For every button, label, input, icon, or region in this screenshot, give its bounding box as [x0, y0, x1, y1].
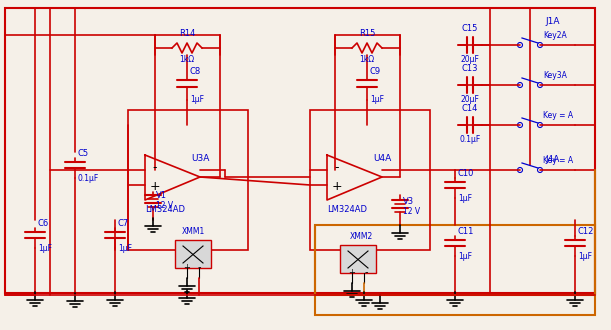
Text: -: -: [197, 262, 201, 272]
Text: +: +: [183, 263, 191, 272]
Text: J4A: J4A: [545, 155, 560, 164]
Text: +: +: [332, 180, 342, 192]
Text: R15: R15: [359, 29, 375, 38]
Text: LM324AD: LM324AD: [145, 205, 185, 214]
Text: -: -: [153, 161, 157, 175]
Text: C8: C8: [190, 67, 201, 76]
Text: Key2A: Key2A: [543, 31, 567, 40]
Text: 1μF: 1μF: [118, 244, 132, 253]
Text: C5: C5: [78, 149, 89, 158]
Text: C9: C9: [370, 67, 381, 76]
Text: 1kΩ: 1kΩ: [180, 55, 194, 64]
Text: U3A: U3A: [191, 154, 209, 163]
Text: R14: R14: [179, 29, 195, 38]
Bar: [310, 110, 430, 250]
Text: C7: C7: [118, 219, 130, 228]
Bar: [340, 245, 376, 273]
Text: Key = A: Key = A: [543, 156, 573, 165]
Text: J1A: J1A: [545, 17, 560, 26]
Text: Key = A: Key = A: [543, 111, 573, 120]
Text: 1μF: 1μF: [458, 252, 472, 261]
Text: V3: V3: [403, 196, 414, 206]
Text: -: -: [335, 161, 339, 175]
Text: C14: C14: [462, 104, 478, 113]
Text: 1μF: 1μF: [458, 194, 472, 203]
Bar: [315, 225, 595, 315]
Text: 1μF: 1μF: [370, 95, 384, 104]
Text: +: +: [150, 180, 160, 192]
Text: 20μF: 20μF: [461, 95, 480, 104]
Text: C13: C13: [462, 64, 478, 73]
Text: 0.1μF: 0.1μF: [78, 174, 99, 183]
Text: U4A: U4A: [373, 154, 391, 163]
Text: 12 V: 12 V: [156, 202, 173, 211]
Text: V1: V1: [156, 191, 167, 201]
Text: -: -: [364, 267, 368, 277]
Text: C15: C15: [462, 24, 478, 33]
Bar: [5, 8, 595, 293]
Text: C6: C6: [38, 219, 49, 228]
Text: 12 V: 12 V: [403, 207, 420, 215]
Text: 20μF: 20μF: [461, 55, 480, 64]
Text: +: +: [348, 268, 356, 277]
Text: XMM2: XMM2: [349, 232, 373, 241]
Text: LM324AD: LM324AD: [327, 205, 367, 214]
Text: XMM1: XMM1: [181, 227, 205, 236]
Text: C10: C10: [458, 169, 474, 178]
Text: C11: C11: [458, 227, 474, 236]
Text: 1μF: 1μF: [38, 244, 52, 253]
Text: 1μF: 1μF: [578, 252, 592, 261]
Text: C12: C12: [578, 227, 595, 236]
Bar: [175, 240, 211, 268]
Text: 1μF: 1μF: [190, 95, 204, 104]
Text: 1kΩ: 1kΩ: [359, 55, 375, 64]
Text: Key3A: Key3A: [543, 71, 567, 80]
Bar: [128, 110, 248, 250]
Text: 0.1μF: 0.1μF: [459, 135, 481, 144]
